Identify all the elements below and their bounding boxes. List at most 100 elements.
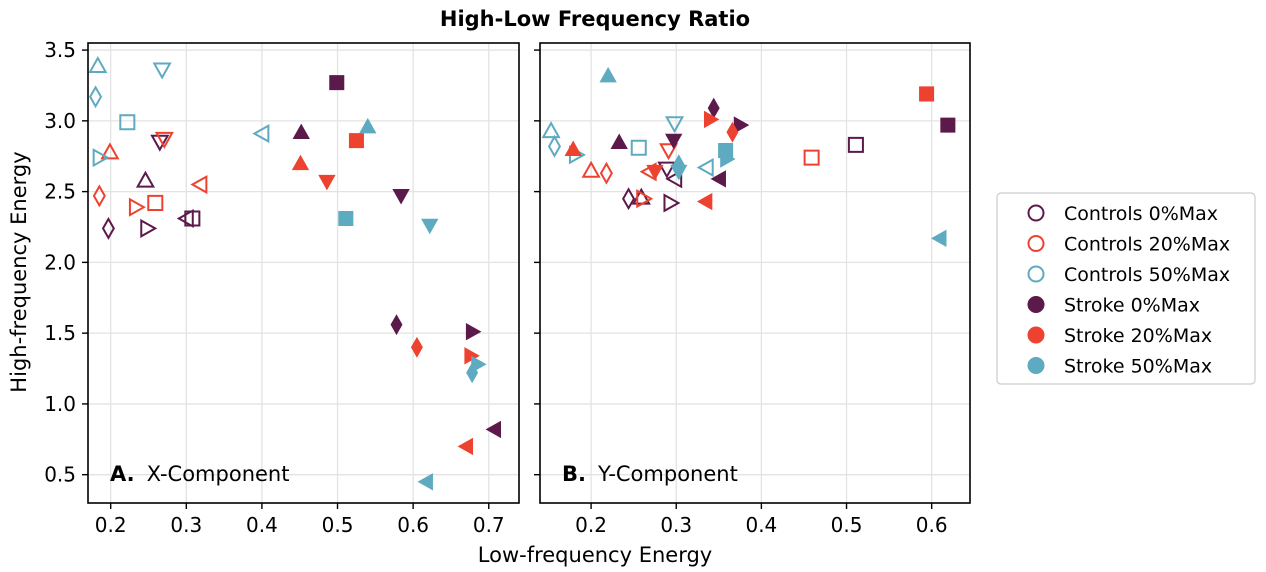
legend-marker [1027,357,1045,374]
data-point [610,133,628,149]
y-axis-label: High-frequency Energy [7,151,31,392]
data-point [726,121,739,143]
panel-a-x-component: 0.2 0.3 0.4 0.5 0.6 0.7 0.5 1.0 1.5 2.0 2.5 3.0 3.5 A… [44,38,520,537]
panel-letter: B. [562,462,586,486]
data-point [672,154,685,176]
x-tick-label: 0.2 [95,513,127,537]
data-point [291,154,310,171]
y-tick-label: 1.0 [44,392,76,416]
data-point [410,336,423,358]
data-point [89,85,103,109]
legend-entry-label: Controls 20%Max [1064,234,1230,256]
data-point [457,437,474,456]
data-point [657,161,677,179]
x-tick-label: 0.7 [473,513,505,537]
data-point [664,116,685,134]
legend-marker [1027,296,1045,313]
data-point [599,66,617,83]
panel-title: Y-Component [597,462,738,486]
y-tick-label: 0.5 [44,463,76,487]
data-point [147,194,164,211]
data-point [664,133,683,150]
data-point [940,117,956,133]
y-tick-label: 2.5 [44,180,76,204]
data-point [646,164,664,181]
data-point [392,188,410,205]
data-point [919,86,935,102]
x-tick-label: 0.5 [831,513,863,537]
data-point [88,56,108,74]
y-tick-label: 2.0 [44,250,76,274]
data-point [184,210,201,227]
data-point [128,197,146,217]
data-point [252,124,270,144]
x-tick-label: 0.2 [575,513,607,537]
x-tick-label: 0.6 [916,513,948,537]
data-point [581,160,601,178]
data-point [703,110,720,129]
data-point [931,229,947,248]
data-point [92,184,106,208]
data-point [710,170,726,188]
data-point [318,174,336,191]
data-point [154,131,174,149]
data-point [696,192,713,211]
data-point [135,170,156,188]
data-point [329,75,345,91]
data-point [152,62,172,80]
data-point [547,134,562,158]
x-tick-label: 0.5 [322,513,354,537]
plot-frame [87,42,520,504]
legend-frame [996,192,1256,385]
data-point [696,158,714,178]
panel-b-y-component: 0.2 0.3 0.4 0.5 0.6 B. Y-Component [534,42,971,537]
chart-title: High-Low Frequency Ratio [440,7,750,31]
legend-entry-label: Stroke 50%Max [1064,356,1212,378]
data-point [630,139,647,156]
x-tick-label: 0.3 [170,513,202,537]
plot-frame [539,42,971,504]
legend-entry-label: Stroke 20%Max [1064,325,1212,347]
data-point [847,136,864,153]
data-point [417,473,433,491]
data-point [718,143,734,159]
y-tick-label: 1.5 [44,321,76,345]
data-point [100,142,120,160]
legend-entry-label: Stroke 0%Max [1064,295,1200,317]
data-point [803,149,820,166]
legend-entry-label: Controls 0%Max [1064,203,1218,225]
data-point [150,134,170,152]
data-point [390,314,403,336]
data-point [663,193,681,213]
x-tick-label: 0.4 [745,513,777,537]
data-point [101,216,115,240]
data-point [541,121,561,139]
panel-title: X-Component [147,462,290,486]
data-point [665,169,683,189]
x-tick-label: 0.3 [660,513,692,537]
data-point [659,143,679,161]
panel-letter: A. [110,462,135,486]
data-point [636,189,654,209]
data-point [119,114,136,131]
panel-label: A. X-Component [110,462,289,486]
x-tick-label: 0.6 [397,513,429,537]
legend-marker [1027,326,1045,344]
data-point [190,174,208,195]
legend: Controls 0%Max Controls 20%Max Controls 50… [996,192,1256,385]
data-point [622,187,636,211]
y-tick-label: 3.5 [44,38,76,62]
data-point [564,140,582,157]
data-point [338,210,354,227]
x-axis-label: Low-frequency Energy [478,543,712,567]
data-point [599,161,613,185]
legend-marker [1027,265,1045,283]
legend-marker [1027,204,1045,222]
data-point [348,133,364,149]
panel-label: B. Y-Component [562,462,738,486]
y-tick-label: 3.0 [44,109,76,133]
legend-entry-label: Controls 50%Max [1064,264,1230,286]
data-point [485,420,502,439]
x-tick-label: 0.4 [246,513,278,537]
